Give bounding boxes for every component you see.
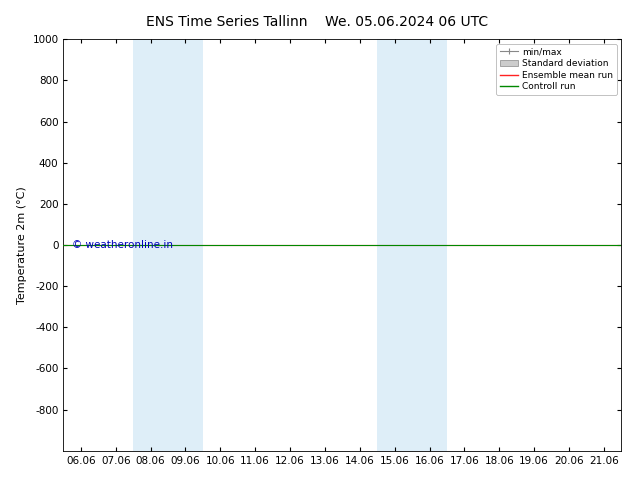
Bar	[377, 39, 447, 451]
Bar	[133, 39, 203, 451]
Y-axis label: Temperature 2m (°C): Temperature 2m (°C)	[17, 186, 27, 304]
Legend: min/max, Standard deviation, Ensemble mean run, Controll run: min/max, Standard deviation, Ensemble me…	[496, 44, 617, 95]
Text: ENS Time Series Tallinn    We. 05.06.2024 06 UTC: ENS Time Series Tallinn We. 05.06.2024 0…	[146, 15, 488, 29]
Text: © weatheronline.in: © weatheronline.in	[72, 240, 173, 250]
